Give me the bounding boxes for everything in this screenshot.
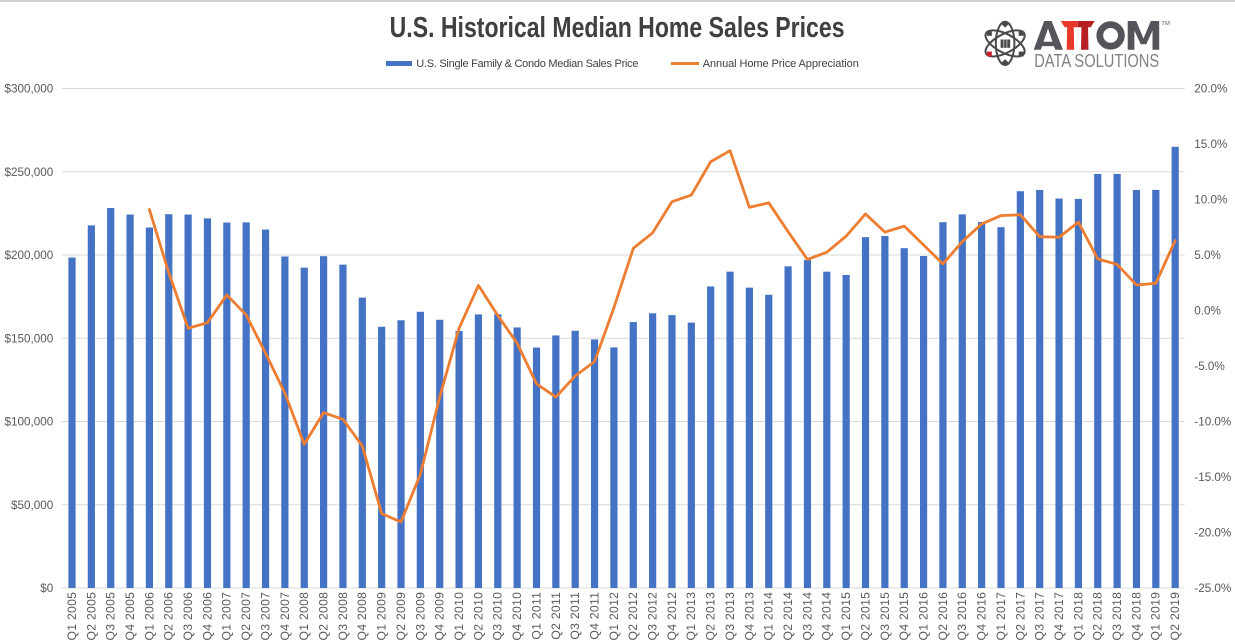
svg-text:Q3 2014: Q3 2014 xyxy=(800,592,814,641)
svg-text:Q1 2015: Q1 2015 xyxy=(839,592,853,641)
svg-text:Q1 2019: Q1 2019 xyxy=(1149,592,1163,641)
svg-text:Q3 2008: Q3 2008 xyxy=(336,592,350,641)
svg-text:Q1 2017: Q1 2017 xyxy=(994,592,1008,641)
svg-text:Q1 2013: Q1 2013 xyxy=(684,592,698,641)
svg-text:Q4 2017: Q4 2017 xyxy=(1052,592,1066,641)
svg-text:Q3 2012: Q3 2012 xyxy=(646,592,660,641)
svg-text:TM: TM xyxy=(1161,21,1170,27)
svg-text:Q1 2014: Q1 2014 xyxy=(762,592,776,641)
svg-text:Q2 2019: Q2 2019 xyxy=(1168,592,1182,641)
svg-text:$150,000: $150,000 xyxy=(5,332,54,345)
svg-text:$300,000: $300,000 xyxy=(5,83,54,96)
svg-text:Q4 2014: Q4 2014 xyxy=(820,592,834,641)
svg-text:Q2 2017: Q2 2017 xyxy=(1013,592,1027,641)
svg-text:Q2 2015: Q2 2015 xyxy=(858,592,872,641)
svg-text:Q2 2012: Q2 2012 xyxy=(626,592,640,641)
svg-text:$250,000: $250,000 xyxy=(5,166,54,179)
svg-text:Q1 2009: Q1 2009 xyxy=(375,592,389,641)
svg-text:Q2 2009: Q2 2009 xyxy=(394,592,408,641)
svg-text:Q3 2007: Q3 2007 xyxy=(258,592,272,641)
svg-text:Q2 2018: Q2 2018 xyxy=(1091,592,1105,641)
svg-text:Q1 2016: Q1 2016 xyxy=(916,592,930,641)
svg-text:20.0%: 20.0% xyxy=(1194,83,1227,96)
svg-text:Q3 2010: Q3 2010 xyxy=(491,592,505,641)
svg-text:-25.0%: -25.0% xyxy=(1194,582,1231,595)
svg-text:Q1 2005: Q1 2005 xyxy=(65,592,79,641)
svg-text:Q2 2006: Q2 2006 xyxy=(162,592,176,641)
svg-text:Q4 2005: Q4 2005 xyxy=(123,592,137,641)
svg-text:Q1 2010: Q1 2010 xyxy=(452,592,466,641)
svg-text:Q3 2006: Q3 2006 xyxy=(181,592,195,641)
svg-text:Q3 2015: Q3 2015 xyxy=(878,592,892,641)
svg-text:-20.0%: -20.0% xyxy=(1194,527,1231,540)
svg-text:$200,000: $200,000 xyxy=(5,249,54,262)
svg-text:Q1 2006: Q1 2006 xyxy=(142,592,156,641)
svg-text:Q1 2007: Q1 2007 xyxy=(220,592,234,641)
svg-text:Q2 2014: Q2 2014 xyxy=(781,592,795,641)
svg-text:Q3 2013: Q3 2013 xyxy=(723,592,737,641)
svg-text:Q3 2011: Q3 2011 xyxy=(568,592,582,640)
svg-text:Q4 2015: Q4 2015 xyxy=(897,592,911,641)
svg-text:-5.0%: -5.0% xyxy=(1194,360,1225,373)
svg-text:Q4 2009: Q4 2009 xyxy=(433,592,447,641)
svg-text:Q4 2010: Q4 2010 xyxy=(510,592,524,641)
svg-text:Q4 2011: Q4 2011 xyxy=(587,592,601,640)
svg-text:5.0%: 5.0% xyxy=(1194,249,1221,262)
svg-text:Q3 2005: Q3 2005 xyxy=(104,592,118,641)
svg-text:Q1 2011: Q1 2011 xyxy=(529,592,543,640)
svg-text:-10.0%: -10.0% xyxy=(1194,416,1231,429)
svg-text:$50,000: $50,000 xyxy=(11,499,54,512)
svg-text:Q2 2007: Q2 2007 xyxy=(239,592,253,641)
svg-text:-15.0%: -15.0% xyxy=(1194,471,1231,484)
svg-text:Q2 2008: Q2 2008 xyxy=(317,592,331,641)
svg-text:15.0%: 15.0% xyxy=(1194,138,1227,151)
svg-text:Q2 2013: Q2 2013 xyxy=(704,592,718,641)
svg-text:Q4 2013: Q4 2013 xyxy=(742,592,756,641)
svg-text:Q3 2018: Q3 2018 xyxy=(1110,592,1124,641)
svg-text:Q4 2012: Q4 2012 xyxy=(665,592,679,641)
svg-text:0.0%: 0.0% xyxy=(1194,305,1221,318)
svg-text:Q1 2012: Q1 2012 xyxy=(607,592,621,641)
svg-text:DATA SOLUTIONS: DATA SOLUTIONS xyxy=(1034,50,1159,71)
svg-text:$100,000: $100,000 xyxy=(5,416,54,429)
svg-text:Q3 2009: Q3 2009 xyxy=(413,592,427,641)
svg-text:Q1 2018: Q1 2018 xyxy=(1071,592,1085,641)
svg-text:Q3 2016: Q3 2016 xyxy=(955,592,969,641)
svg-text:Q4 2006: Q4 2006 xyxy=(200,592,214,641)
svg-text:10.0%: 10.0% xyxy=(1194,194,1227,207)
svg-text:Q4 2007: Q4 2007 xyxy=(278,592,292,641)
svg-text:Q2 2011: Q2 2011 xyxy=(549,592,563,640)
svg-text:Q2 2010: Q2 2010 xyxy=(471,592,485,641)
svg-text:Q3 2017: Q3 2017 xyxy=(1033,592,1047,641)
svg-text:Q4 2018: Q4 2018 xyxy=(1129,592,1143,641)
svg-text:Q4 2016: Q4 2016 xyxy=(975,592,989,641)
svg-text:Q2 2016: Q2 2016 xyxy=(936,592,950,641)
svg-text:Q1 2008: Q1 2008 xyxy=(297,592,311,641)
svg-text:Q4 2008: Q4 2008 xyxy=(355,592,369,641)
svg-text:Q2 2005: Q2 2005 xyxy=(84,592,98,641)
svg-text:$0: $0 xyxy=(40,582,54,595)
